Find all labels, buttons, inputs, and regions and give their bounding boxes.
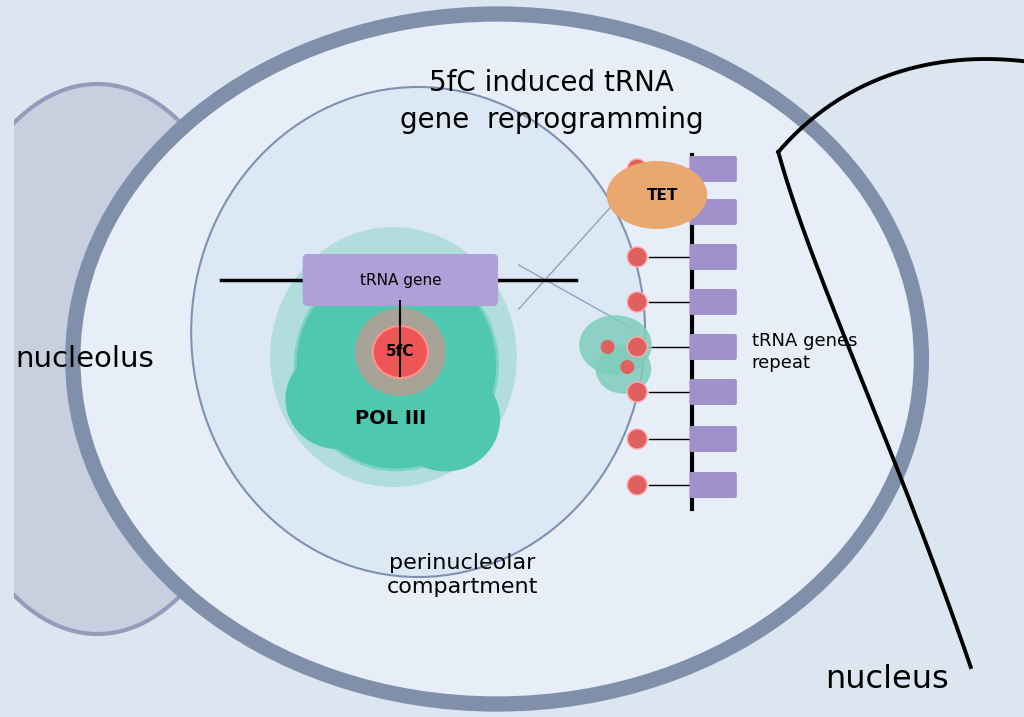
Circle shape	[628, 202, 647, 222]
Ellipse shape	[596, 345, 650, 393]
Text: POL III: POL III	[355, 409, 426, 429]
Circle shape	[621, 360, 634, 374]
Ellipse shape	[345, 274, 416, 336]
FancyBboxPatch shape	[689, 244, 737, 270]
Ellipse shape	[73, 14, 922, 704]
FancyBboxPatch shape	[689, 472, 737, 498]
Circle shape	[628, 382, 647, 402]
FancyBboxPatch shape	[689, 379, 737, 405]
Circle shape	[601, 340, 614, 354]
Circle shape	[628, 247, 647, 267]
Ellipse shape	[191, 87, 645, 577]
FancyBboxPatch shape	[689, 199, 737, 225]
Ellipse shape	[286, 349, 389, 449]
Text: 5fC: 5fC	[386, 344, 415, 359]
Ellipse shape	[355, 308, 445, 396]
Text: nucleolus: nucleolus	[15, 345, 154, 373]
Circle shape	[628, 429, 647, 449]
Ellipse shape	[614, 176, 666, 222]
Ellipse shape	[391, 366, 500, 472]
Text: perinucleolar
compartment: perinucleolar compartment	[387, 553, 539, 597]
Text: 5fC induced tRNA
gene  reprogramming: 5fC induced tRNA gene reprogramming	[399, 69, 703, 134]
Ellipse shape	[0, 84, 260, 634]
Text: tRNA gene: tRNA gene	[359, 272, 441, 288]
FancyBboxPatch shape	[689, 289, 737, 315]
Ellipse shape	[270, 227, 517, 487]
FancyBboxPatch shape	[689, 156, 737, 182]
Ellipse shape	[580, 316, 651, 374]
FancyBboxPatch shape	[303, 254, 498, 306]
Circle shape	[628, 337, 647, 357]
Circle shape	[628, 475, 647, 495]
Text: nucleus: nucleus	[825, 663, 948, 695]
Circle shape	[628, 292, 647, 312]
Ellipse shape	[295, 260, 498, 470]
Text: TET: TET	[647, 188, 679, 202]
Circle shape	[628, 159, 647, 179]
Text: tRNA genes
repeat: tRNA genes repeat	[752, 332, 857, 372]
Ellipse shape	[606, 161, 708, 229]
FancyBboxPatch shape	[689, 426, 737, 452]
FancyBboxPatch shape	[689, 334, 737, 360]
Ellipse shape	[373, 326, 428, 378]
